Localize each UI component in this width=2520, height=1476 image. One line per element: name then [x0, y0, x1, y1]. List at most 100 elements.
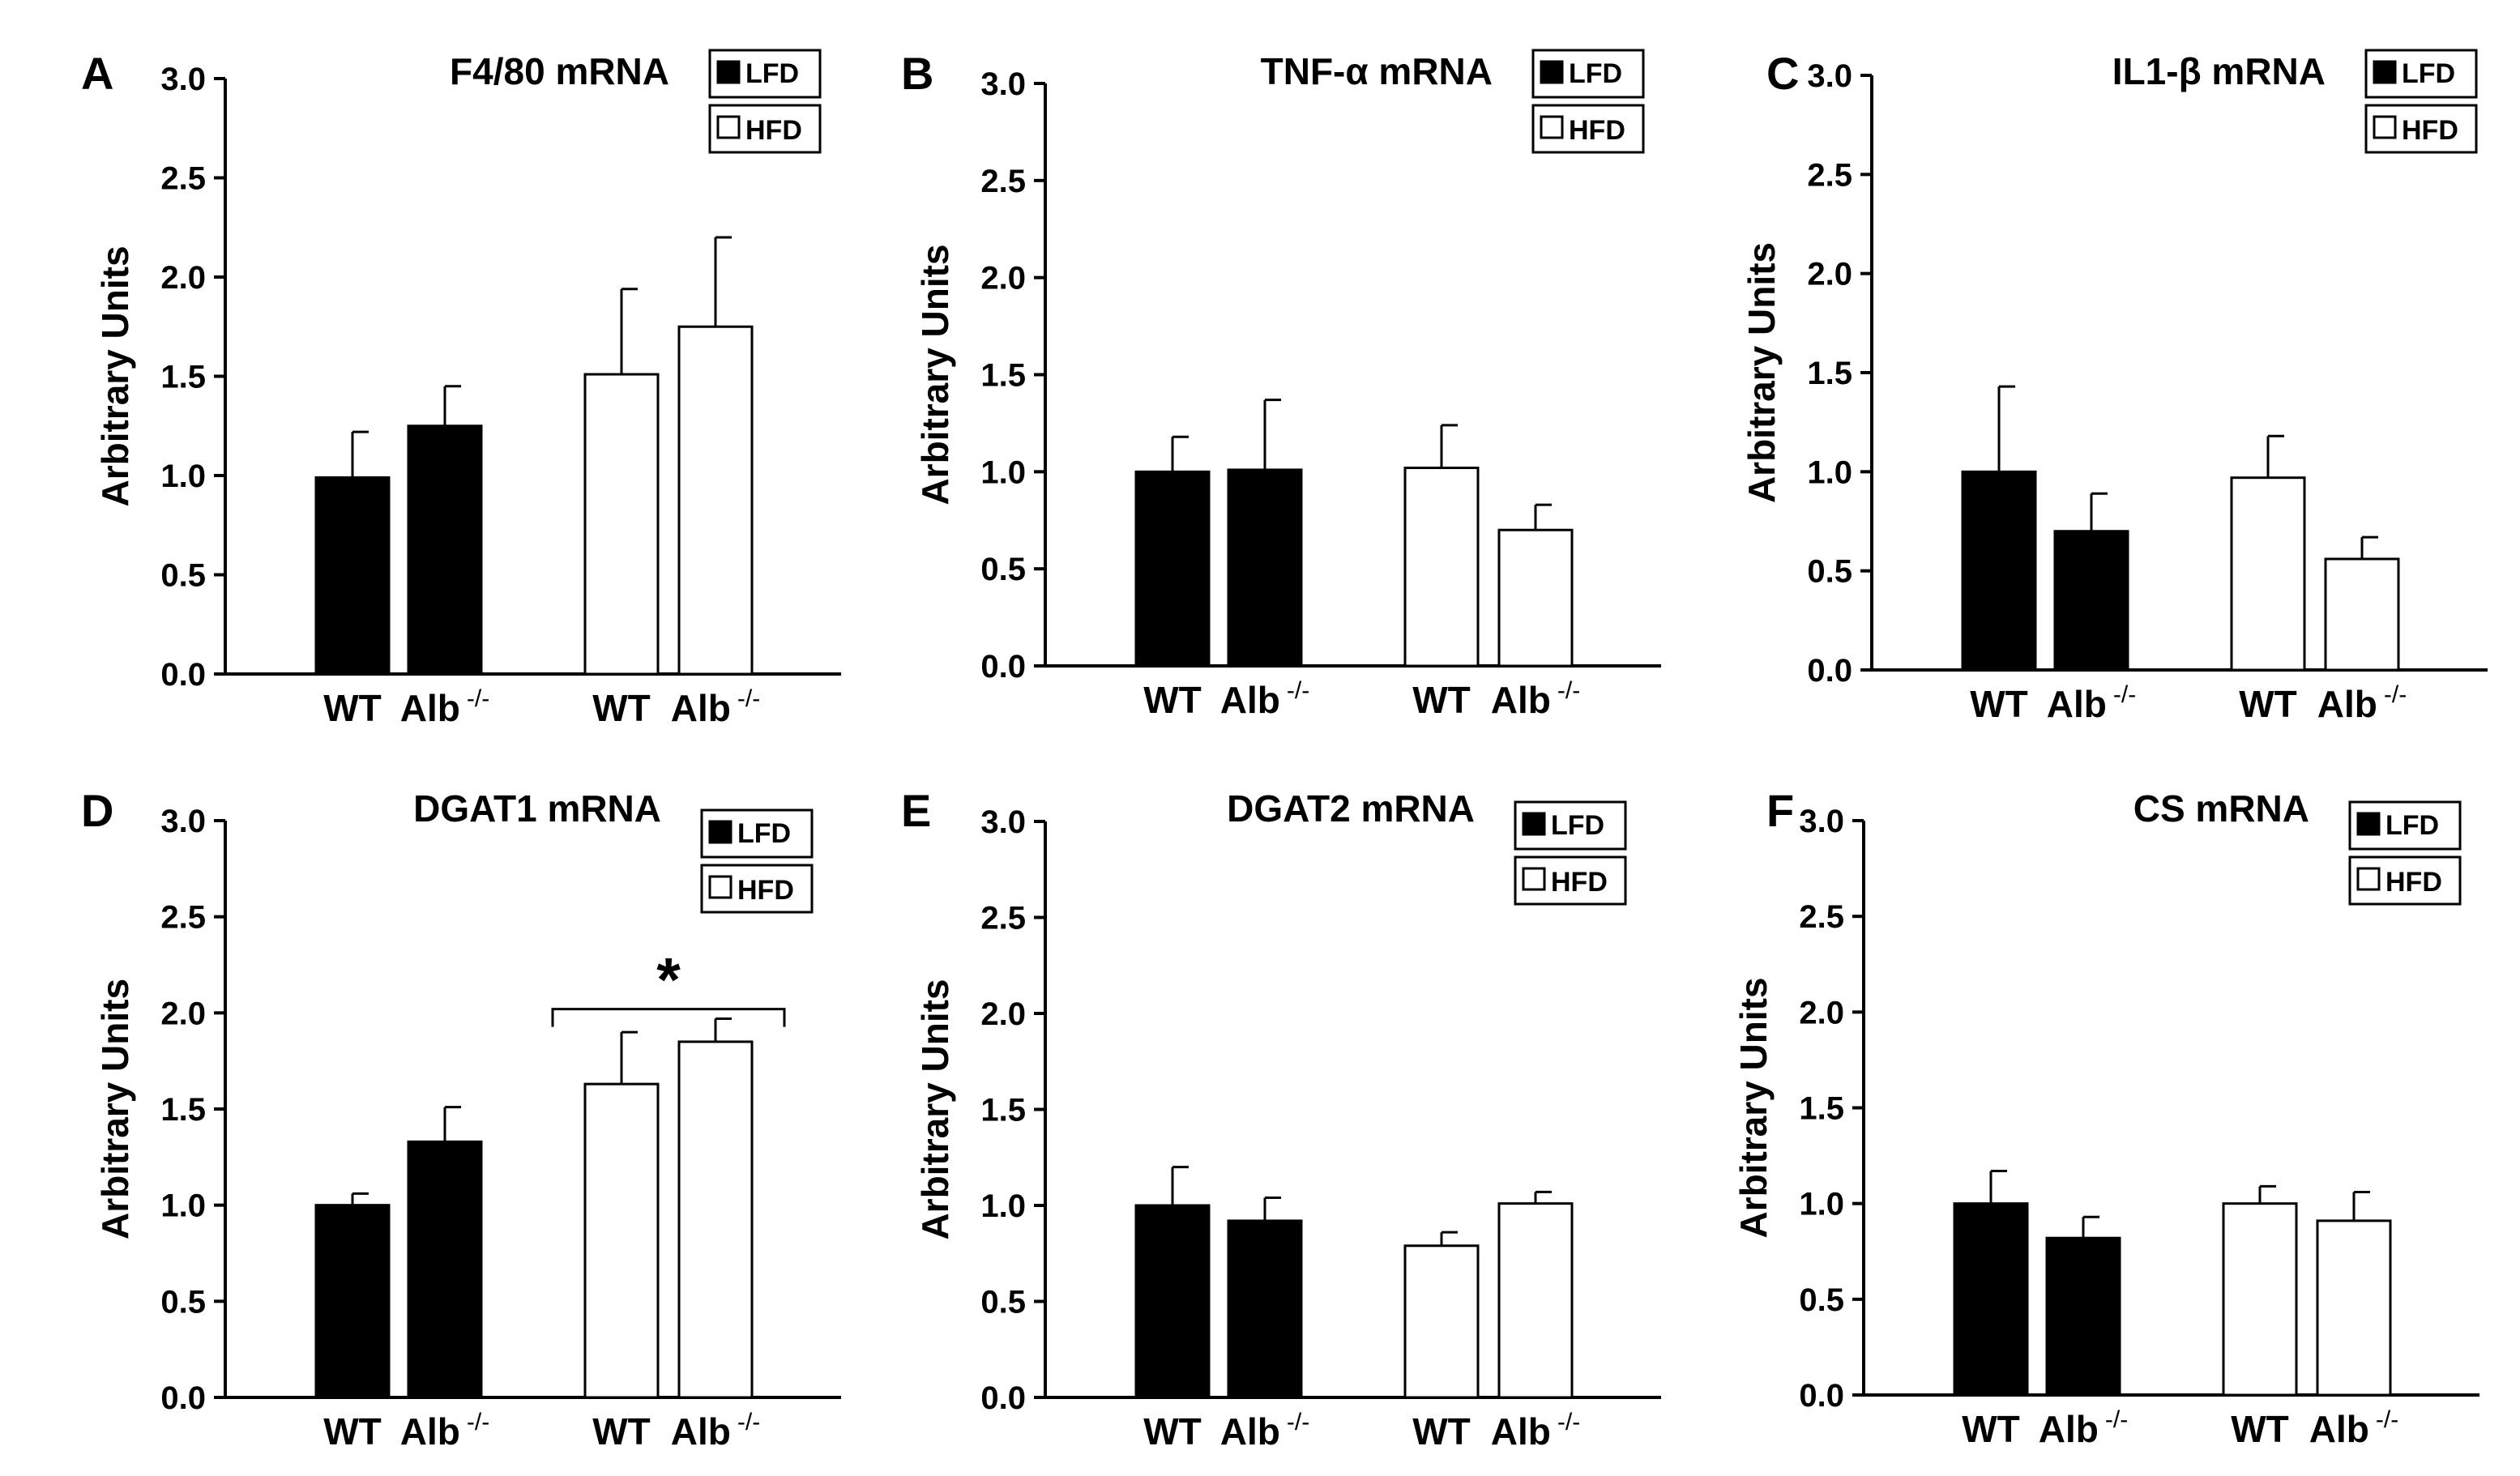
legend: LFD HFD [1531, 49, 1645, 154]
chart-title: CS mRNA [2133, 787, 2309, 830]
x-category-label: WT [1962, 1408, 2020, 1450]
legend-swatch-lfd [1540, 60, 1564, 84]
y-tick-label: 3.0 [980, 804, 1026, 840]
y-tick-label: 0.5 [160, 558, 206, 594]
x-category-label: WT [1143, 679, 1202, 721]
chart-title: DGAT1 mRNA [413, 787, 661, 830]
y-tick-label: 2.5 [1807, 157, 1852, 193]
y-tick-label: 2.0 [980, 996, 1026, 1032]
y-axis-label: Arbitrary Units [94, 245, 136, 506]
chart-panel-b: B 0.0 0.5 1.0 1.5 2.0 2.5 3.0 Arbitrary Units TNF… [901, 48, 1661, 721]
bar-lfd [314, 476, 391, 676]
chart-panel-a: A 0.0 0.5 1.0 1.5 2.0 2.5 3.0 Arbitrary Units F4/… [81, 48, 841, 729]
bar-lfd [1227, 1219, 1303, 1399]
bar-hfd [1403, 1244, 1480, 1399]
bar-hfd [2230, 476, 2306, 672]
bar-lfd [1227, 468, 1303, 668]
y-tick-label: 2.5 [1799, 899, 1844, 935]
panel-label: F [1766, 785, 1794, 836]
legend: LFD HFD [700, 808, 814, 914]
x-category-label: WT [592, 687, 651, 729]
y-tick-label: 2.5 [980, 164, 1026, 199]
bar-hfd [677, 325, 754, 676]
y-tick-label: 3.0 [1799, 804, 1844, 839]
legend-label-hfd: HFD [745, 115, 802, 146]
legend-swatch-hfd [708, 875, 733, 899]
y-tick-label: 1.0 [1807, 454, 1852, 490]
significance-bracket [551, 1008, 786, 1027]
y-tick-label: 3.0 [160, 62, 206, 97]
y-axis-label: Arbitrary Units [1741, 242, 1783, 503]
legend-swatch-lfd [716, 60, 741, 84]
y-tick-label: 1.5 [160, 1092, 206, 1128]
y-tick-label: 2.5 [160, 900, 206, 936]
x-category-label: Alb -/- [400, 1409, 489, 1453]
x-category-label: WT [1143, 1410, 1202, 1453]
x-category-label: Alb -/- [1220, 677, 1309, 721]
legend-swatch-lfd [1522, 812, 1546, 836]
y-tick-label: 0.5 [160, 1284, 206, 1320]
bar-hfd [583, 373, 660, 676]
panel-label: B [901, 48, 933, 99]
chart-panel-d: D 0.0 0.5 1.0 1.5 2.0 2.5 3.0 Arbitrary Units DGA… [81, 785, 841, 1453]
y-tick-label: 1.0 [980, 1188, 1026, 1224]
chart-panel-f: F 0.0 0.5 1.0 1.5 2.0 2.5 3.0 Arbitrary Units CS … [1732, 785, 2479, 1450]
y-tick-label: 1.5 [1807, 356, 1852, 391]
y-tick-label: 2.5 [980, 901, 1026, 936]
y-tick-label: 0.0 [980, 1380, 1026, 1416]
y-tick-label: 1.0 [1799, 1187, 1844, 1222]
chart-title: F4/80 mRNA [450, 50, 669, 92]
bar-lfd [1134, 470, 1211, 668]
legend-swatch-lfd [2373, 60, 2397, 84]
bar-hfd [2316, 1219, 2392, 1397]
x-category-label: WT [1970, 683, 2028, 725]
y-tick-label: 3.0 [980, 66, 1026, 102]
x-category-label: Alb -/- [671, 1409, 760, 1453]
y-tick-label: 1.5 [980, 358, 1026, 394]
legend-label-lfd: LFD [737, 818, 791, 849]
x-category-label: WT [1412, 1410, 1471, 1453]
bar-hfd [1497, 528, 1574, 668]
legend-label-hfd: HFD [2385, 867, 2442, 898]
bar-hfd [2324, 557, 2400, 672]
legend-label-lfd: LFD [1569, 58, 1622, 89]
legend: LFD HFD [1514, 800, 1627, 906]
y-tick-label: 2.0 [160, 260, 206, 296]
x-category-label: Alb -/- [1491, 677, 1580, 721]
x-category-label: WT [2239, 683, 2297, 725]
x-category-label: Alb -/- [1220, 1409, 1309, 1453]
y-tick-label: 1.5 [160, 360, 206, 395]
bar-lfd [1953, 1202, 2029, 1397]
legend-swatch-hfd [716, 115, 741, 139]
panel-label: C [1766, 48, 1799, 99]
y-tick-label: 0.0 [1807, 653, 1852, 689]
legend-swatch-hfd [2356, 867, 2381, 891]
bar-lfd [314, 1204, 391, 1399]
legend-label-lfd: LFD [745, 58, 799, 89]
y-tick-label: 0.0 [160, 657, 206, 693]
x-category-label: Alb -/- [400, 685, 489, 729]
bar-hfd [1497, 1202, 1574, 1399]
y-tick-label: 0.5 [980, 552, 1026, 587]
y-tick-label: 0.0 [980, 649, 1026, 685]
x-category-label: WT [2231, 1408, 2289, 1450]
panel-label: D [81, 785, 113, 836]
y-tick-label: 2.5 [160, 161, 206, 197]
x-category-label: WT [1412, 679, 1471, 721]
chart-title: DGAT2 mRNA [1227, 787, 1475, 830]
x-category-label: Alb -/- [2047, 681, 2136, 725]
legend-label-hfd: HFD [1569, 115, 1625, 146]
y-tick-label: 1.5 [1799, 1091, 1844, 1127]
chart-panel-e: E 0.0 0.5 1.0 1.5 2.0 2.5 3.0 Arbitrary Units DGA… [901, 785, 1661, 1453]
bar-lfd [407, 1140, 483, 1399]
y-tick-label: 2.0 [1807, 257, 1852, 292]
y-tick-label: 3.0 [160, 804, 206, 839]
x-category-label: Alb -/- [1491, 1409, 1580, 1453]
legend: LFD HFD [2348, 800, 2462, 906]
legend-swatch-hfd [2373, 115, 2397, 139]
bar-hfd [677, 1040, 754, 1399]
bar-hfd [1403, 467, 1480, 668]
bar-lfd [2053, 530, 2129, 672]
